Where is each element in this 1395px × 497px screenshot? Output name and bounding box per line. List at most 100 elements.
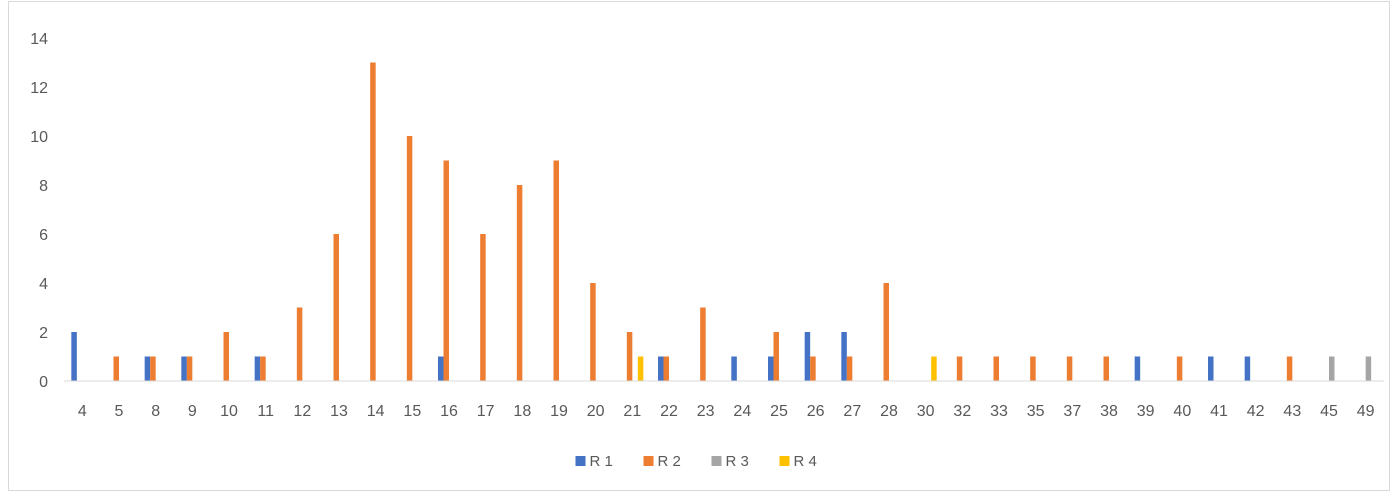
x-axis-ticks: 4 5 8 9 10 11 12 13 14 15 16 17 18 19 20 21 22 23 24 25 26 27… <box>78 403 1375 420</box>
legend-label: R 1 <box>590 453 613 470</box>
bar-r2-9 <box>186 356 193 381</box>
x-tick-label: 25 <box>770 403 788 420</box>
x-tick-label: 16 <box>440 403 458 420</box>
y-tick-label: 6 <box>39 227 48 244</box>
bar-r1-26 <box>804 332 811 381</box>
x-tick-label: 42 <box>1247 403 1265 420</box>
bar-r2-19 <box>553 160 559 381</box>
legend: R 1 R 2 R 3 R 4 <box>575 453 817 470</box>
bar-r1-39 <box>1134 356 1141 381</box>
bar-r2-33 <box>993 356 999 381</box>
x-tick-label: 17 <box>477 403 495 420</box>
bar-r1-9 <box>181 356 187 381</box>
bar-r2-32 <box>956 356 963 381</box>
x-tick-label: 10 <box>220 403 238 420</box>
bar-r2-17 <box>480 234 486 381</box>
x-tick-label: 26 <box>807 403 825 420</box>
bar-r2-20 <box>590 283 596 381</box>
x-tick-label: 14 <box>367 403 385 420</box>
x-tick-label: 19 <box>550 403 568 420</box>
bar-r2-37 <box>1066 356 1073 381</box>
chart-frame <box>8 1 1390 491</box>
bar-r2-40 <box>1176 356 1183 381</box>
x-tick-label: 11 <box>257 403 274 420</box>
bar-r2-26 <box>810 356 816 381</box>
x-tick-label: 33 <box>990 403 1008 420</box>
y-tick-label: 12 <box>30 80 48 97</box>
y-tick-label: 8 <box>39 178 48 195</box>
legend-label: R 4 <box>794 453 817 470</box>
x-tick-label: 5 <box>115 403 124 420</box>
bar-r1-25 <box>768 356 774 381</box>
bar-r1-24 <box>731 356 737 381</box>
x-tick-label: 20 <box>587 403 605 420</box>
x-tick-label: 15 <box>403 403 421 420</box>
legend-label: R 2 <box>658 453 681 470</box>
bar-r1-11 <box>254 356 261 381</box>
x-tick-label: 8 <box>151 403 160 420</box>
bar-r1-8 <box>144 356 151 381</box>
x-tick-label: 49 <box>1357 403 1375 420</box>
y-tick-label: 14 <box>30 31 48 48</box>
x-tick-label: 27 <box>843 403 861 420</box>
x-tick-label: 39 <box>1137 403 1155 420</box>
bar-r3-49 <box>1365 356 1372 381</box>
bar-r2-25 <box>773 332 779 381</box>
bar-r2-43 <box>1286 356 1293 381</box>
bar-r2-27 <box>846 356 853 381</box>
bar-r2-8 <box>150 356 156 381</box>
x-tick-label: 24 <box>733 403 751 420</box>
bar-r2-35 <box>1030 356 1036 381</box>
bar-r3-45 <box>1329 356 1335 381</box>
bar-r2-18 <box>516 185 523 381</box>
x-tick-label: 38 <box>1100 403 1118 420</box>
bar-r2-10 <box>223 332 229 381</box>
x-tick-label: 41 <box>1210 403 1228 420</box>
bar-r1-16 <box>438 356 444 381</box>
y-axis-ticks: 0 2 4 6 8 10 12 14 <box>30 31 48 391</box>
x-tick-label: 22 <box>660 403 678 420</box>
bar-r1-42 <box>1244 356 1251 381</box>
bar-r2-12 <box>296 307 303 381</box>
x-tick-label: 45 <box>1320 403 1338 420</box>
bar-r2-21 <box>626 332 633 381</box>
bar-r2-11 <box>260 356 266 381</box>
x-tick-label: 9 <box>188 403 197 420</box>
y-tick-label: 4 <box>39 276 48 293</box>
x-tick-label: 37 <box>1063 403 1081 420</box>
legend-swatch <box>711 456 722 466</box>
bar-r1-22 <box>658 356 664 381</box>
x-tick-label: 43 <box>1283 403 1301 420</box>
bar-r4-30 <box>931 356 937 381</box>
bar-r2-28 <box>883 283 889 381</box>
y-tick-label: 10 <box>30 129 48 146</box>
legend-swatch <box>575 456 586 466</box>
x-tick-label: 23 <box>697 403 715 420</box>
bar-r2-23 <box>700 307 706 381</box>
bar-r1-4 <box>71 332 77 381</box>
bar-r2-16 <box>443 160 449 381</box>
y-tick-label: 2 <box>39 325 48 342</box>
bar-r2-14 <box>370 62 376 381</box>
bar-r2-22 <box>663 356 669 381</box>
legend-swatch <box>779 456 790 466</box>
x-tick-label: 21 <box>623 403 641 420</box>
bar-r2-15 <box>406 136 413 381</box>
bar-r4-21 <box>637 356 644 381</box>
x-tick-label: 4 <box>78 403 87 420</box>
x-tick-label: 35 <box>1027 403 1045 420</box>
x-tick-label: 13 <box>330 403 348 420</box>
legend-swatch <box>643 456 654 466</box>
bar-r1-41 <box>1208 356 1214 381</box>
x-tick-label: 12 <box>293 403 311 420</box>
bar-r1-27 <box>841 332 847 381</box>
x-tick-label: 30 <box>917 403 935 420</box>
x-tick-label: 40 <box>1173 403 1191 420</box>
bar-r2-5 <box>113 356 119 381</box>
legend-label: R 3 <box>726 453 749 470</box>
x-tick-label: 28 <box>880 403 898 420</box>
bar-r2-13 <box>333 234 339 381</box>
x-tick-label: 18 <box>513 403 531 420</box>
x-tick-label: 32 <box>953 403 971 420</box>
